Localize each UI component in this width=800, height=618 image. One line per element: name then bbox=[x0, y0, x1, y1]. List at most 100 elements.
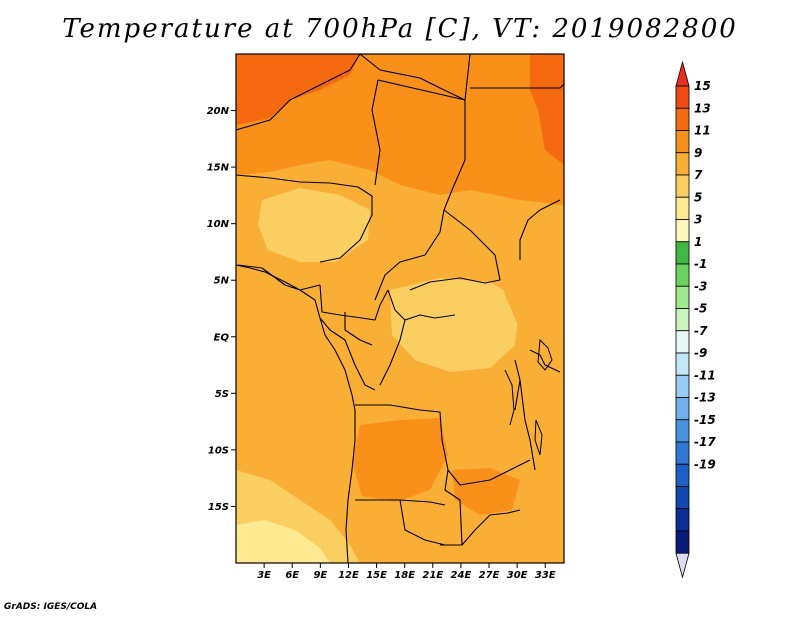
temperature-region-east-africa-plateau bbox=[495, 250, 560, 330]
colorbar-box bbox=[675, 530, 690, 554]
colorbar-label: 5 bbox=[694, 190, 702, 204]
border-line bbox=[514, 359, 521, 411]
border-line bbox=[404, 314, 456, 321]
y-tick-label: 15N bbox=[207, 163, 230, 174]
border-line bbox=[237, 264, 321, 291]
border-line bbox=[445, 509, 521, 546]
chart-title: Temperature at 700hPa [C], VT: 201908280… bbox=[62, 14, 738, 44]
x-tick-label: 15E bbox=[366, 570, 387, 581]
temperature-region-southwest-corner bbox=[236, 520, 330, 563]
colorbar-box bbox=[675, 352, 690, 376]
border-line bbox=[379, 289, 406, 386]
temperature-region-zambia-warm bbox=[452, 468, 520, 515]
border-line bbox=[359, 54, 471, 101]
y-tick-label: 5S bbox=[215, 389, 229, 400]
colorbar-box bbox=[675, 130, 690, 154]
colorbar-label: -11 bbox=[694, 368, 716, 382]
colorbar-label: 15 bbox=[694, 79, 711, 93]
y-tick-label: 20N bbox=[207, 106, 230, 117]
border-line bbox=[236, 54, 361, 131]
colorbar-box bbox=[675, 152, 690, 176]
coastline bbox=[236, 264, 356, 563]
colorbar-box bbox=[675, 196, 690, 220]
colorbar-box bbox=[675, 263, 690, 287]
colorbar-label: 3 bbox=[694, 213, 702, 227]
lake-tanganyika bbox=[504, 369, 515, 426]
x-tick-label: 33E bbox=[535, 570, 556, 581]
colorbar-box bbox=[675, 486, 690, 510]
colorbar-label: -17 bbox=[694, 435, 716, 449]
colorbar-label: 13 bbox=[694, 101, 711, 115]
colorbar-box bbox=[675, 219, 690, 243]
x-tick-label: 3E bbox=[257, 570, 271, 581]
colorbar-label: 9 bbox=[694, 146, 702, 160]
temperature-region-congo-basin bbox=[390, 278, 520, 372]
y-axis: 20N 15N 10N 5N EQ 5S 10S 15S bbox=[207, 106, 236, 513]
colorbar-box bbox=[675, 85, 690, 109]
x-tick-label: 12E bbox=[338, 570, 359, 581]
temperature-region-angola-hotspot bbox=[352, 418, 448, 502]
colorbar-label: 1 bbox=[694, 235, 702, 249]
y-tick-label: EQ bbox=[214, 332, 230, 343]
colorbar-box bbox=[675, 330, 690, 354]
colorbar-label: -3 bbox=[694, 279, 707, 293]
lake-victoria bbox=[537, 338, 553, 371]
x-tick-label: 18E bbox=[394, 570, 415, 581]
x-tick-label: 21E bbox=[422, 570, 443, 581]
colorbar-label: -9 bbox=[694, 346, 707, 360]
colorbar-label: 7 bbox=[694, 168, 703, 182]
colorbar-label: -5 bbox=[694, 302, 707, 316]
colorbar-box bbox=[675, 374, 690, 398]
border-line bbox=[355, 404, 449, 471]
border-line bbox=[377, 79, 466, 211]
border-line bbox=[319, 317, 376, 391]
colorbar-box bbox=[675, 241, 690, 265]
grads-credit: GrADS: IGES/COLA bbox=[4, 602, 98, 612]
border-line bbox=[319, 284, 389, 321]
border-line bbox=[236, 174, 373, 263]
border-line bbox=[374, 209, 445, 301]
colorbar-box bbox=[675, 508, 690, 532]
colorbar-box bbox=[675, 419, 690, 443]
border-line bbox=[409, 209, 501, 291]
colorbar-box bbox=[675, 285, 690, 309]
colorbar-label: -13 bbox=[694, 391, 716, 405]
border-line bbox=[399, 499, 446, 546]
colorbar-box bbox=[675, 174, 690, 198]
colorbar: 15 13 11 9 7 5 3 1 -1 -3 -5 -7 -9 -11 -13 -15 -17 -19 bbox=[675, 60, 716, 579]
colorbar-label: -15 bbox=[694, 413, 716, 427]
x-tick-label: 9E bbox=[313, 570, 327, 581]
temperature-region-nigeria-plateau bbox=[258, 188, 370, 262]
border-line bbox=[371, 79, 381, 186]
border-line bbox=[470, 83, 564, 89]
temperature-region-northeast-edge bbox=[530, 54, 564, 165]
colorbar-box bbox=[675, 308, 690, 332]
border-line bbox=[447, 459, 531, 486]
temperature-field bbox=[236, 54, 564, 563]
x-tick-label: 27E bbox=[479, 570, 500, 581]
border-line bbox=[344, 312, 373, 346]
x-tick-label: 30E bbox=[507, 570, 528, 581]
lake-malawi bbox=[534, 419, 543, 456]
y-tick-label: 10N bbox=[207, 219, 230, 230]
colorbar-label: -19 bbox=[694, 457, 716, 471]
temperature-region-northwest-corner bbox=[236, 54, 360, 125]
y-tick-label: 10S bbox=[208, 445, 229, 456]
x-tick-label: 6E bbox=[285, 570, 299, 581]
country-borders bbox=[236, 54, 564, 563]
colorbar-bottom-triangle bbox=[675, 552, 690, 579]
colorbar-label: -7 bbox=[694, 324, 708, 338]
colorbar-label: 11 bbox=[694, 124, 711, 138]
colorbar-box bbox=[675, 107, 690, 131]
colorbar-box bbox=[675, 397, 690, 421]
x-axis: 3E 6E 9E 12E 15E 18E 21E 24E 27E 30E 33E bbox=[257, 563, 556, 581]
x-tick-label: 24E bbox=[451, 570, 472, 581]
y-tick-label: 15S bbox=[208, 502, 229, 513]
border-line bbox=[519, 379, 536, 471]
border-line bbox=[519, 199, 561, 260]
colorbar-box bbox=[675, 441, 690, 465]
colorbar-top-triangle bbox=[675, 60, 690, 87]
colorbar-label: -1 bbox=[694, 257, 707, 271]
border-line bbox=[529, 349, 561, 373]
